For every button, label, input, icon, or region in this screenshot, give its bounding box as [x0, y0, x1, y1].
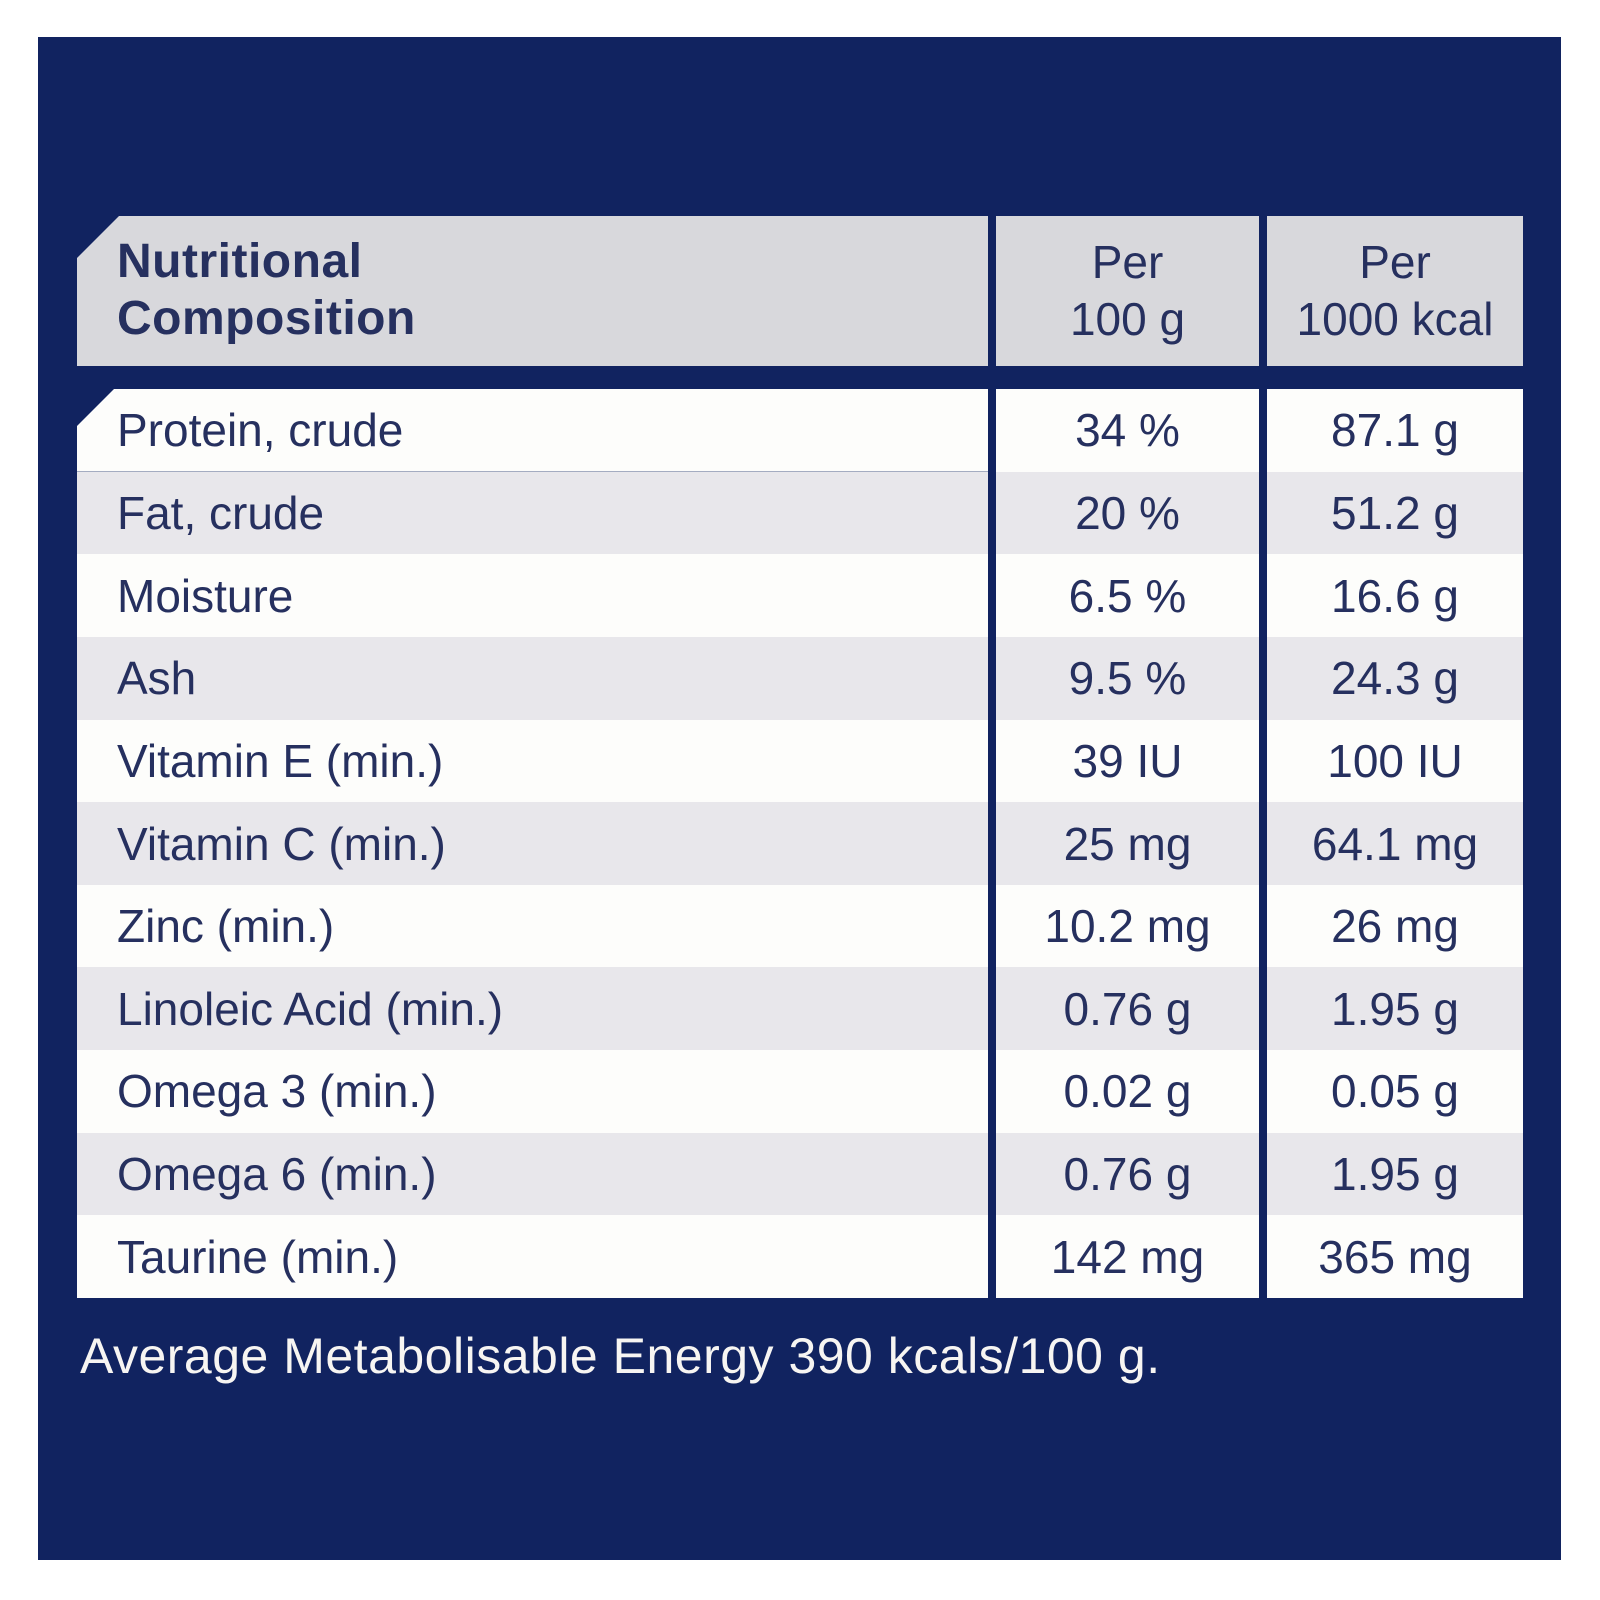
nutrient-label: Moisture	[77, 554, 988, 637]
table-title-line2: Composition	[117, 292, 416, 345]
per-100g-value: 142 mg	[996, 1215, 1259, 1299]
nutrient-label: Taurine (min.)	[77, 1215, 988, 1299]
per-1000kcal-value: 16.6 g	[1267, 554, 1523, 637]
table-title: Nutritional Composition	[77, 216, 988, 366]
nutrient-label: Omega 6 (min.)	[77, 1132, 988, 1216]
per-100g-value: 10.2 mg	[996, 884, 1259, 968]
per-1000kcal-value: 0.05 g	[1267, 1050, 1523, 1133]
table-row: Vitamin C (min.) 25 mg 64.1 mg	[77, 802, 1523, 885]
column-header-per-1000kcal-line1: Per	[1359, 235, 1431, 288]
nutrient-label: Fat, crude	[77, 471, 988, 555]
table-row: Vitamin E (min.) 39 IU 100 IU	[77, 719, 1523, 803]
table-row: Zinc (min.) 10.2 mg 26 mg	[77, 884, 1523, 968]
table-row: Fat, crude 20 % 51.2 g	[77, 471, 1523, 555]
table-header: Nutritional Composition Per 100 g Per 10…	[77, 216, 1523, 366]
table-title-line1: Nutritional	[117, 235, 363, 289]
nutrient-label: Linoleic Acid (min.)	[77, 967, 988, 1051]
per-100g-value: 0.76 g	[996, 1132, 1259, 1216]
per-1000kcal-value: 64.1 mg	[1267, 802, 1523, 885]
per-1000kcal-value: 51.2 g	[1267, 471, 1523, 555]
per-1000kcal-value: 1.95 g	[1267, 967, 1523, 1051]
nutrient-label: Zinc (min.)	[77, 884, 988, 968]
table-row: Ash 9.5 % 24.3 g	[77, 636, 1523, 720]
nutrition-panel: Nutritional Composition Per 100 g Per 10…	[38, 37, 1561, 1560]
per-1000kcal-value: 26 mg	[1267, 884, 1523, 968]
per-100g-value: 20 %	[996, 471, 1259, 555]
per-100g-value: 6.5 %	[996, 554, 1259, 637]
nutrient-label: Omega 3 (min.)	[77, 1050, 988, 1133]
column-header-per-1000kcal-line2: 1000 kcal	[1296, 293, 1494, 345]
per-1000kcal-value: 365 mg	[1267, 1215, 1523, 1299]
table-row: Moisture 6.5 % 16.6 g	[77, 554, 1523, 637]
per-1000kcal-value: 1.95 g	[1267, 1132, 1523, 1216]
table-row: Protein, crude 34 % 87.1 g	[77, 389, 1523, 472]
nutrient-label: Vitamin C (min.)	[77, 802, 988, 885]
per-1000kcal-value: 24.3 g	[1267, 636, 1523, 720]
table-row: Omega 3 (min.) 0.02 g 0.05 g	[77, 1050, 1523, 1133]
per-1000kcal-value: 87.1 g	[1267, 389, 1523, 472]
nutrient-label: Vitamin E (min.)	[77, 719, 988, 803]
table-row: Omega 6 (min.) 0.76 g 1.95 g	[77, 1132, 1523, 1216]
column-header-per-1000kcal: Per 1000 kcal	[1267, 216, 1523, 366]
per-100g-value: 25 mg	[996, 802, 1259, 885]
column-header-per-100g-line2: 100 g	[1069, 293, 1186, 345]
per-100g-value: 39 IU	[996, 719, 1259, 803]
table-body: Protein, crude 34 % 87.1 g Fat, crude 20…	[77, 389, 1523, 1299]
nutrient-label: Ash	[77, 636, 988, 720]
per-1000kcal-value: 100 IU	[1267, 719, 1523, 803]
per-100g-value: 0.02 g	[996, 1050, 1259, 1133]
column-header-per-100g-line1: Per	[1091, 235, 1164, 288]
average-metabolisable-energy-note: Average Metabolisable Energy 390 kcals/1…	[80, 1328, 1161, 1384]
column-header-per-100g: Per 100 g	[996, 216, 1259, 366]
per-100g-value: 9.5 %	[996, 636, 1259, 720]
table-row: Linoleic Acid (min.) 0.76 g 1.95 g	[77, 967, 1523, 1051]
nutrient-label: Protein, crude	[77, 389, 988, 472]
per-100g-value: 0.76 g	[996, 967, 1259, 1051]
table-row: Taurine (min.) 142 mg 365 mg	[77, 1215, 1523, 1299]
per-100g-value: 34 %	[996, 389, 1259, 472]
